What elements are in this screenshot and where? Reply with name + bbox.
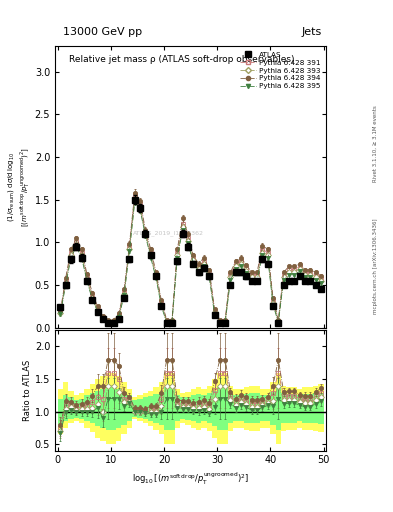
Legend: ATLAS, Pythia 6.428 391, Pythia 6.428 393, Pythia 6.428 394, Pythia 6.428 395: ATLAS, Pythia 6.428 391, Pythia 6.428 39… [238, 50, 323, 92]
Text: Relative jet mass ρ (ATLAS soft-drop observables): Relative jet mass ρ (ATLAS soft-drop obs… [69, 55, 294, 63]
Text: Jets: Jets [302, 27, 322, 37]
Text: Rivet 3.1.10, ≥ 3.1M events: Rivet 3.1.10, ≥ 3.1M events [373, 105, 378, 182]
Y-axis label: Ratio to ATLAS: Ratio to ATLAS [23, 360, 32, 421]
Text: ATLAS_2019_I1772362: ATLAS_2019_I1772362 [133, 231, 204, 237]
Text: mcplots.cern.ch [arXiv:1306.3436]: mcplots.cern.ch [arXiv:1306.3436] [373, 219, 378, 314]
X-axis label: $\log_{10}[(m^{\mathrm{soft\,drop}}/p_\mathrm{T}^{\mathrm{ungroomed}})^2]$: $\log_{10}[(m^{\mathrm{soft\,drop}}/p_\m… [132, 471, 249, 487]
Y-axis label: $(1/\sigma_\mathrm{resum})\ \mathrm{d}\sigma/\mathrm{d}\,\log_{10}$
$[(m^\mathrm: $(1/\sigma_\mathrm{resum})\ \mathrm{d}\s… [7, 147, 32, 227]
Text: 13000 GeV pp: 13000 GeV pp [63, 27, 142, 37]
